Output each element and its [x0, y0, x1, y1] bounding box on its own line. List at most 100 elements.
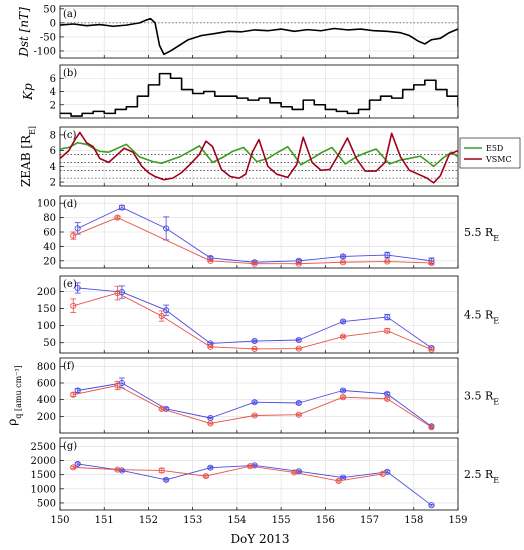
data-point: [158, 405, 165, 412]
data-point: [247, 463, 254, 470]
data-point: [339, 318, 347, 325]
y-tick-label: 2: [50, 178, 56, 189]
panel-distance-label: 4.5 RE: [464, 309, 499, 326]
data-point: [207, 420, 214, 427]
data-point: [251, 412, 258, 419]
x-tick-label: 156: [316, 515, 335, 526]
data-point: [428, 424, 435, 431]
data-point: [251, 345, 258, 352]
x-tick-label: 152: [139, 515, 158, 526]
x-tick-label: 153: [183, 515, 202, 526]
y-tick-label: 4: [50, 162, 56, 173]
x-tick-label: 155: [272, 515, 291, 526]
legend-label: VSMC: [485, 155, 512, 164]
data-point: [295, 260, 302, 267]
data-point: [158, 312, 165, 320]
y-tick-label: 500: [37, 498, 56, 509]
series-line-1: [73, 465, 383, 482]
y-tick-label: 50: [43, 338, 56, 349]
data-point: [114, 382, 121, 389]
data-point: [379, 470, 386, 477]
data-point: [114, 466, 121, 473]
data-point: [118, 289, 125, 296]
panel-label: (f): [63, 361, 75, 372]
panel-label: (b): [63, 68, 77, 79]
data-point: [74, 387, 81, 394]
data-point: [384, 314, 391, 321]
data-point: [163, 476, 170, 483]
panel-label: (c): [63, 130, 77, 141]
y-tick-label: 2000: [31, 456, 56, 467]
data-point: [251, 260, 258, 267]
legend-label: E5D: [486, 144, 503, 153]
data-point: [339, 394, 347, 401]
y-tick-label: 6: [50, 74, 56, 85]
panel-label: (d): [63, 199, 77, 210]
axes-frame: [59, 126, 459, 187]
data-point: [114, 290, 121, 297]
data-point: [118, 204, 125, 211]
y-tick-label: 1000: [31, 484, 56, 495]
plot-area: [70, 460, 435, 509]
y-tick-label: 600: [37, 379, 56, 390]
series-line-0: [60, 141, 458, 168]
x-axis-label: DoY 2013: [230, 532, 289, 546]
data-point: [384, 251, 391, 259]
data-point: [339, 259, 347, 266]
y-tick-label: 2500: [31, 442, 56, 453]
y-tick-label: 2: [50, 100, 56, 111]
panel-g: 500 1000 1500 2000 2500 150 151 152 153 154 155 156…: [31, 437, 499, 526]
y-tick-label: 200: [37, 287, 56, 298]
y-axis-label: Dst [nT]: [17, 7, 31, 58]
data-point: [114, 214, 121, 221]
data-point: [207, 464, 214, 471]
panel-distance-label: 3.5 RE: [464, 390, 499, 407]
panel-c: 2 4 6 8 (c) ZEAB [RE] E5D VSMC: [19, 126, 521, 189]
series-line-0: [60, 17, 458, 56]
series-line-1: [60, 131, 458, 184]
y-tick-label: 800: [37, 362, 56, 373]
y-tick-label: 150: [37, 304, 56, 315]
y-tick-label: 6: [50, 146, 56, 157]
data-point: [74, 284, 81, 292]
panel-label: (g): [63, 441, 77, 452]
series-line-0: [77, 287, 432, 349]
axes-frame: [59, 275, 459, 354]
data-point: [163, 405, 170, 412]
y-tick-label: 80: [43, 213, 56, 224]
panel-b: 2 4 6 (b) Kp: [21, 64, 459, 119]
y-tick-label: 60: [43, 228, 56, 239]
data-point: [74, 225, 81, 232]
x-tick-label: 159: [448, 515, 467, 526]
panel-a: -100 -50 0 50 (a) Dst [nT]: [17, 4, 459, 59]
plot-area: [70, 282, 435, 353]
panel-distance-label: 2.5 RE: [464, 468, 499, 485]
y-tick-label: 100: [37, 199, 56, 210]
panels: -100 -50 0 50 (a) Dst [nT] 2 4 6 (b) Kp 2 4 6 8 (c) ZEAB…: [5, 4, 521, 526]
data-point: [158, 467, 165, 474]
data-point: [251, 399, 258, 406]
plot-area: [70, 377, 435, 431]
y-tick-label: 100: [37, 321, 56, 332]
axes-frame: [59, 357, 459, 434]
panel-d: 20 40 60 80 100 (d) 5.5 RE: [37, 195, 499, 269]
y-tick-label: 400: [37, 395, 56, 406]
axes-frame: [59, 5, 459, 59]
data-point: [70, 464, 77, 471]
data-point: [118, 379, 125, 387]
y-tick-label: 4: [50, 87, 56, 98]
panel-f: 200 400 600 800 (f) ρq [amu cm⁻³] 3.5 RE: [5, 357, 499, 434]
data-point: [70, 302, 77, 309]
y-axis-label: Kp: [21, 83, 35, 101]
plot-area: [60, 17, 458, 56]
plot-area: [60, 131, 458, 184]
data-point: [251, 337, 258, 345]
series-line-1: [73, 385, 432, 428]
data-point: [339, 387, 347, 394]
y-tick-label: 50: [43, 4, 56, 15]
y-tick-label: 1500: [31, 470, 56, 481]
data-point: [163, 225, 170, 232]
data-point: [428, 502, 435, 509]
x-tick-label: 151: [95, 515, 114, 526]
